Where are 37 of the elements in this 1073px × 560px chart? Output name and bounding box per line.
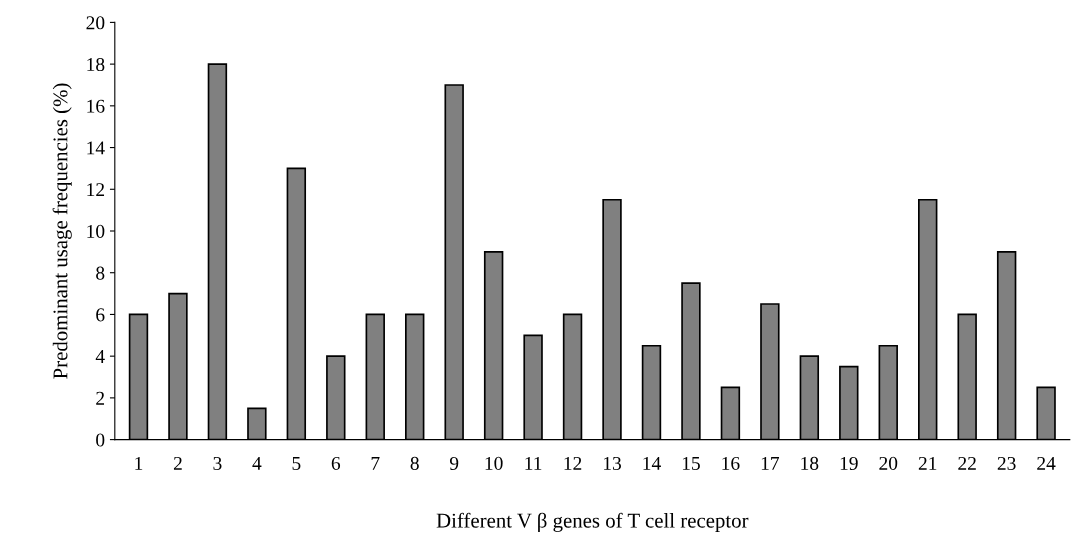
x-tick-label: 18 [801, 456, 819, 470]
x-tick-label: 6 [331, 456, 341, 470]
x-tick-label: 1 [135, 456, 143, 470]
x-tick-label: 16 [722, 456, 740, 470]
x-tick-label: 12 [564, 456, 582, 470]
x-tick-label: 7 [371, 457, 380, 470]
y-tick-label: 12 [87, 183, 105, 197]
y-tick-label: 0 [96, 433, 105, 447]
x-tick-label: 15 [682, 456, 700, 470]
x-tick-label: 9 [449, 456, 459, 470]
x-tick-label: 17 [761, 456, 780, 470]
y-tick-label: 2 [96, 391, 105, 405]
x-tick-label: 21 [918, 456, 937, 470]
y-tick-label: 10 [87, 224, 105, 238]
x-tick-label: 19 [840, 456, 858, 470]
x-tick-label: 5 [292, 457, 301, 470]
y-axis-title: Predominant usage frequencies (%) [52, 83, 72, 379]
x-tick-label: 24 [1037, 456, 1056, 470]
x-tick-label: 4 [252, 456, 262, 470]
x-tick-label: 22 [958, 456, 976, 470]
x-tick-label: 13 [604, 456, 621, 470]
x-tick-label: 20 [879, 456, 898, 470]
x-tick-label: 14 [643, 456, 661, 470]
y-tick-label: 20 [86, 16, 105, 30]
x-tick-label: 8 [410, 456, 419, 470]
x-tick-label: 11 [525, 456, 542, 470]
x-tick-label: 10 [485, 456, 503, 470]
x-axis-title: Different V β genes of T cell receptor [436, 512, 749, 532]
x-tick-label: 2 [173, 456, 182, 470]
y-tick-label: 8 [96, 266, 105, 280]
y-tick-label: 6 [96, 308, 105, 322]
x-tick-label: 3 [213, 456, 222, 470]
y-tick-label: 16 [87, 99, 105, 113]
y-tick-label: 18 [87, 57, 105, 72]
y-tick-label: 14 [87, 141, 105, 155]
x-tick-label: 23 [997, 456, 1016, 470]
y-tick-label: 4 [95, 350, 105, 363]
